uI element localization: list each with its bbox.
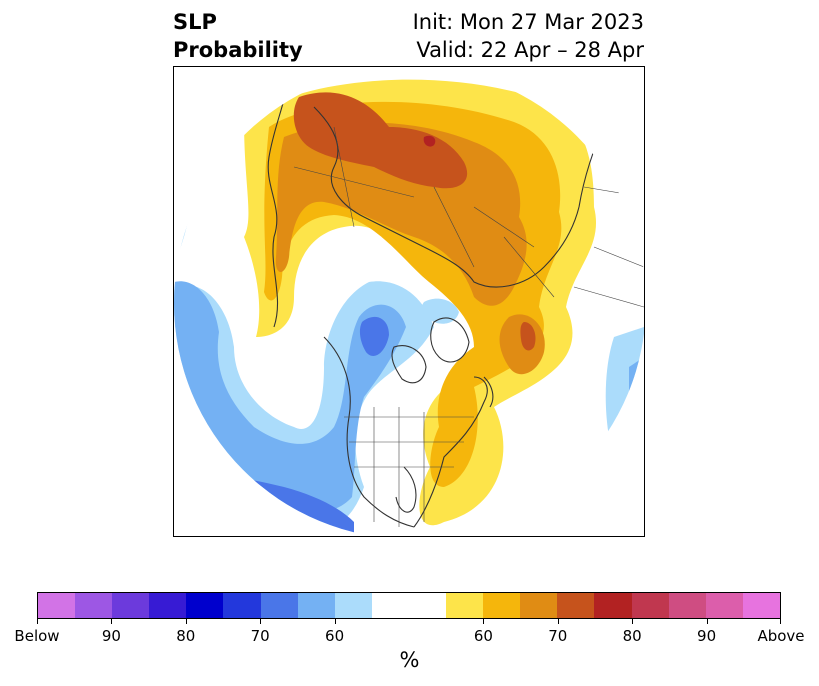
colorbar-segment (75, 593, 113, 618)
colorbar-tick (557, 619, 559, 624)
political-borders (293, 126, 644, 527)
colorbar-tick (185, 619, 187, 624)
above-75-region (293, 92, 468, 189)
colorbar-segment (520, 593, 558, 618)
map-panel (173, 66, 645, 537)
colorbar-segment (260, 593, 298, 618)
below-65-region-east (629, 357, 644, 419)
colorbar-tick-label: 70 (250, 627, 270, 645)
chart-title-left: SLP Probability (173, 8, 303, 64)
colorbar-tick-label: 60 (325, 627, 345, 645)
colorbar-segment (408, 593, 447, 618)
colorbar-segment (371, 593, 409, 618)
colorbar-segment (594, 593, 632, 618)
colorbar-segment (668, 593, 706, 618)
colorbar-segment (112, 593, 150, 618)
colorbar-tick-label: 80 (622, 627, 642, 645)
colorbar-tick (334, 619, 336, 624)
colorbar-tick-label: 60 (473, 627, 493, 645)
colorbar-segment (483, 593, 521, 618)
above-75-region-east (520, 322, 536, 351)
title-variable: SLP (173, 10, 217, 34)
above-80-region (423, 135, 436, 147)
colorbar-segment (334, 593, 372, 618)
below-60-region-atlantic (421, 298, 459, 324)
colorbar-segment (557, 593, 595, 618)
colorbar-ticks: Below 90 80 70 60 60 70 80 90 Above (14, 619, 805, 649)
colorbar-segment (186, 593, 224, 618)
chart-title-right: Init: Mon 27 Mar 2023 Valid: 22 Apr – 28… (413, 8, 644, 64)
colorbar-tick (483, 619, 485, 624)
title-valid-range: Valid: 22 Apr – 28 Apr (416, 38, 644, 62)
colorbar-tick-label: 90 (101, 627, 121, 645)
colorbar-tick (632, 619, 634, 624)
colorbar-segment (38, 593, 76, 618)
polar-map (174, 67, 644, 536)
colorbar-segment (446, 593, 484, 618)
colorbar-segment (149, 593, 187, 618)
colorbar-segment (705, 593, 743, 618)
colorbar-tick (260, 619, 262, 624)
colorbar-tick-label: Below (14, 627, 60, 645)
colorbar-tick (780, 619, 781, 624)
colorbar-tick (706, 619, 708, 624)
colorbar (37, 592, 781, 619)
colorbar-segment (742, 593, 780, 618)
colorbar-unit-label: % (399, 648, 420, 672)
colorbar-tick-label: Above (757, 627, 805, 645)
colorbar-tick-label: 80 (176, 627, 196, 645)
colorbar-segment (223, 593, 261, 618)
title-product: Probability (173, 38, 303, 62)
colorbar-tick (111, 619, 113, 624)
colorbar-tick-label: 70 (548, 627, 568, 645)
colorbar-tick (37, 619, 38, 624)
title-init-date: Init: Mon 27 Mar 2023 (412, 10, 644, 34)
below-60-region-east (605, 327, 644, 453)
colorbar-segment (297, 593, 335, 618)
colorbar-tick-label: 90 (697, 627, 717, 645)
colorbar-segment (631, 593, 669, 618)
